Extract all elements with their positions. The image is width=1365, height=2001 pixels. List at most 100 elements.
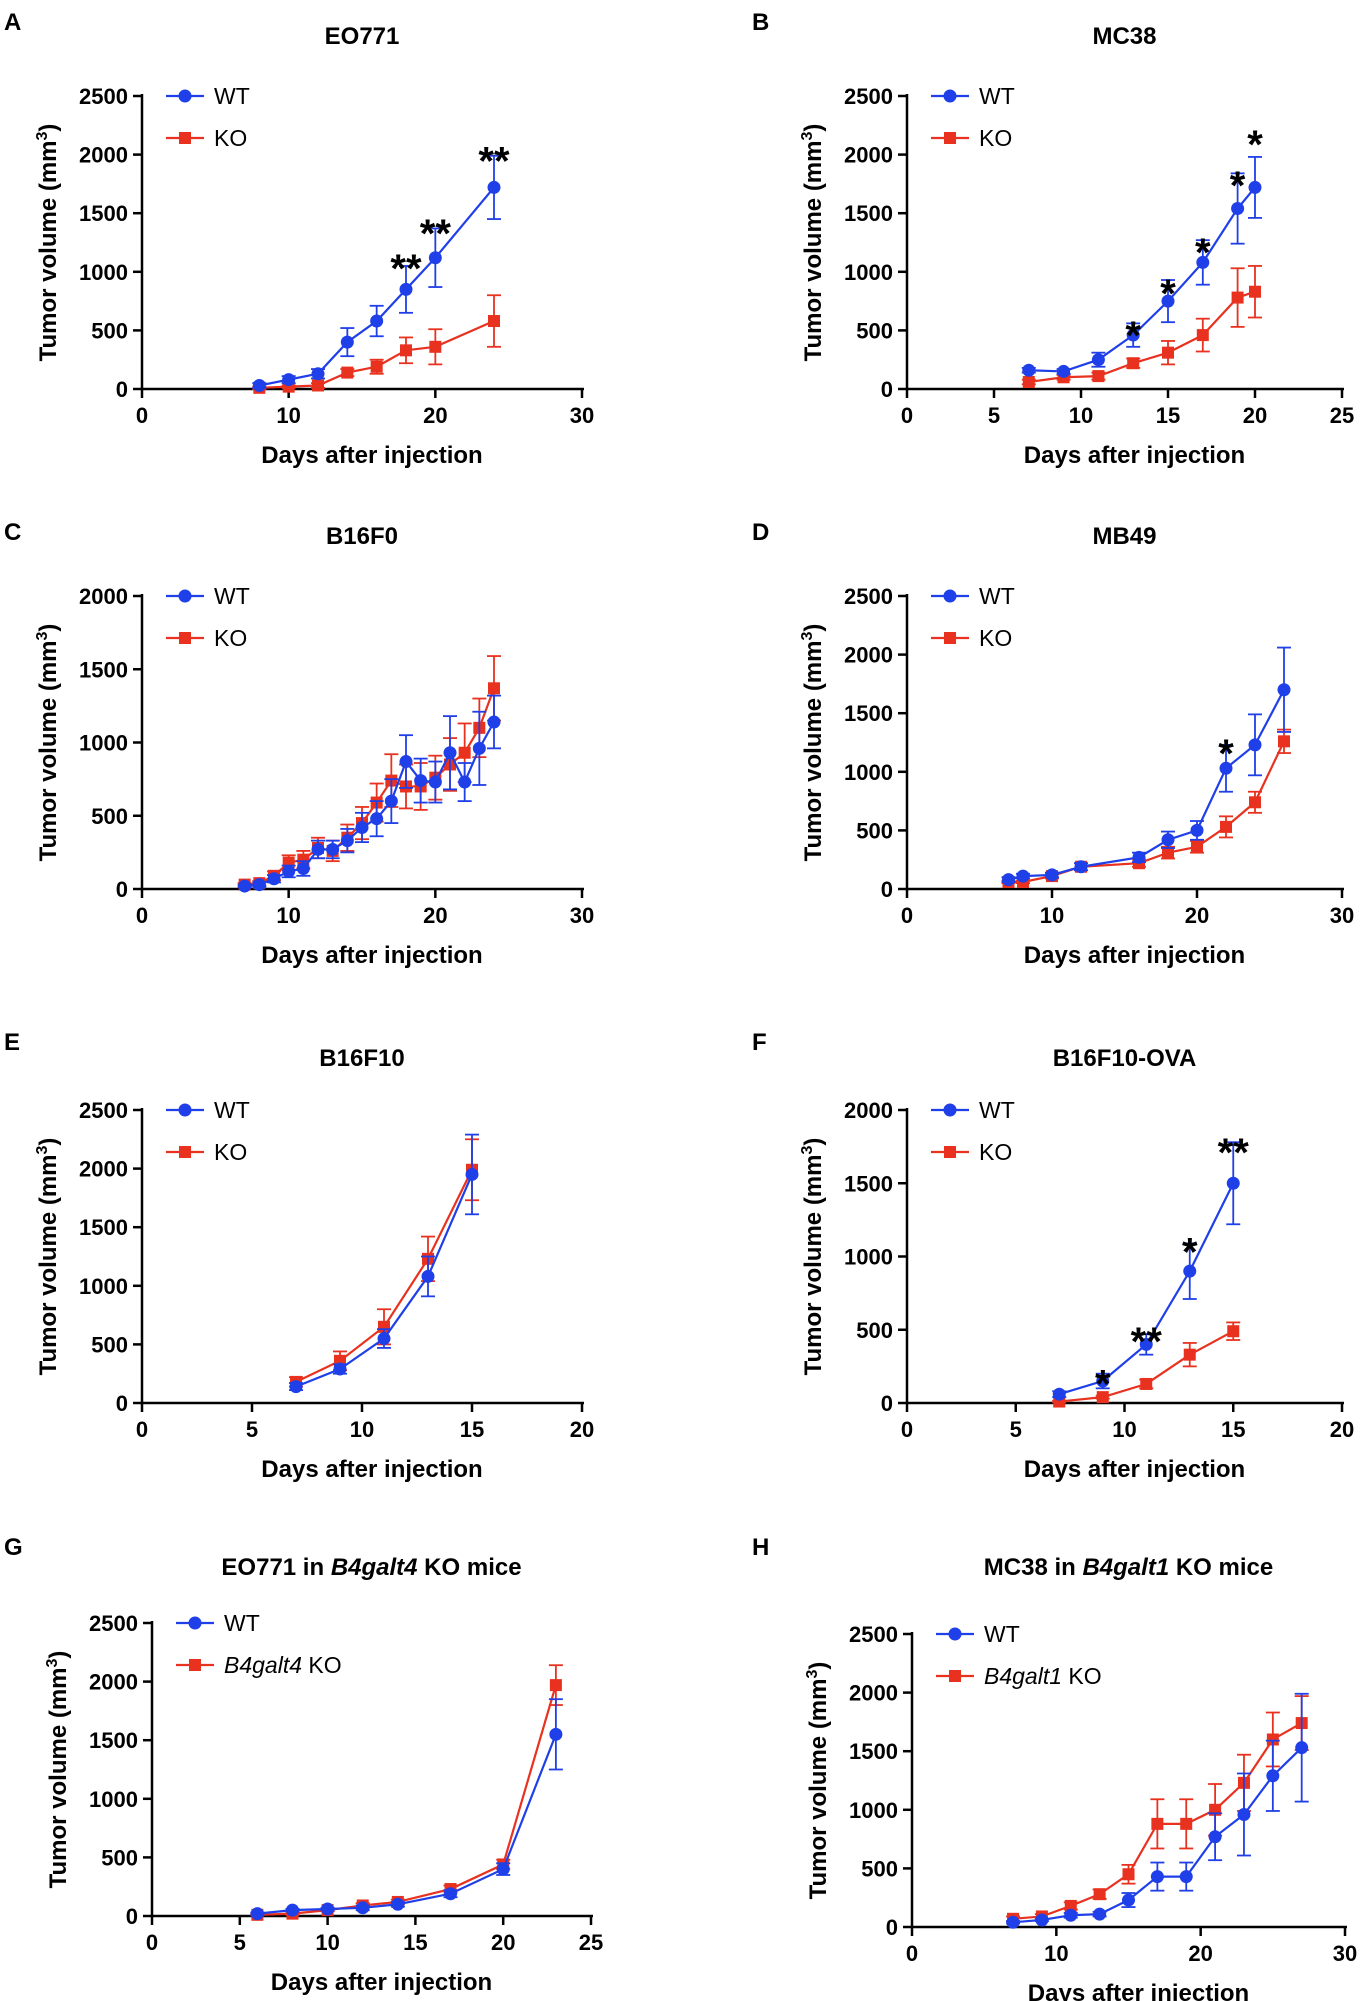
data-point-wt bbox=[1064, 1908, 1078, 1922]
panel-a: A EO771 0 10 20 30 0 500 1000 1500 2000 2500 Days af… bbox=[4, 9, 594, 469]
data-point-wt bbox=[384, 794, 398, 808]
data-point-wt bbox=[289, 1380, 303, 1394]
data-point-wt bbox=[399, 282, 413, 296]
y-tick-label: 0 bbox=[116, 377, 128, 402]
y-axis-label-superscript: 3 bbox=[44, 1658, 61, 1667]
legend: WT KO bbox=[931, 1097, 1015, 1165]
data-point-wt bbox=[285, 1903, 299, 1917]
data-point-ko bbox=[297, 853, 310, 866]
panel-b: B MC38 0 5 10 15 20 25 0 500 1000 1500 2000 2500 Days … bbox=[752, 9, 1354, 469]
legend-label: WT bbox=[979, 1097, 1015, 1123]
x-tick-label: 0 bbox=[136, 903, 148, 928]
legend: WT B4galt1 KO bbox=[936, 1621, 1102, 1689]
y-axis-label-text: ) bbox=[805, 1662, 832, 1670]
y-tick-label: 1500 bbox=[79, 657, 128, 682]
data-point-ko bbox=[1092, 370, 1105, 383]
data-point-wt bbox=[1057, 364, 1071, 378]
legend-label-text: WT bbox=[984, 1621, 1020, 1647]
y-axis-label-text: ) bbox=[35, 624, 62, 632]
data-point-ko bbox=[1140, 1377, 1153, 1390]
significance-mark: ** bbox=[1218, 1131, 1250, 1175]
data-point-wt bbox=[1139, 1337, 1153, 1351]
legend-label: WT bbox=[214, 1097, 250, 1123]
data-point-wt bbox=[458, 775, 472, 789]
series-line bbox=[244, 721, 495, 888]
y-tick-label: 1000 bbox=[89, 1787, 138, 1812]
x-tick-label: 20 bbox=[1330, 1417, 1354, 1442]
panel-letter: F bbox=[752, 1029, 767, 1056]
x-tick-label: 0 bbox=[901, 1417, 913, 1442]
legend-marker-ko bbox=[179, 1146, 191, 1158]
data-point-ko bbox=[458, 746, 471, 759]
data-point-wt bbox=[1295, 1741, 1309, 1755]
x-tick-label: 10 bbox=[315, 1930, 339, 1955]
x-tick-label: 20 bbox=[423, 903, 447, 928]
data-point-wt bbox=[549, 1727, 563, 1741]
x-tick-label: 20 bbox=[423, 403, 447, 428]
legend-marker-wt bbox=[943, 589, 957, 603]
data-point-wt bbox=[1016, 869, 1030, 883]
data-point-ko bbox=[1191, 840, 1203, 853]
data-point-wt bbox=[1052, 1387, 1066, 1401]
data-point-wt bbox=[1248, 180, 1262, 194]
data-point-ko bbox=[1227, 1325, 1240, 1338]
y-axis-label-superscript: 3 bbox=[34, 131, 51, 140]
legend-label: KO bbox=[214, 125, 247, 151]
data-point-ko bbox=[549, 1679, 562, 1692]
data-point-wt bbox=[1277, 683, 1291, 697]
data-point-ko bbox=[1093, 1888, 1106, 1901]
data-point-wt bbox=[252, 878, 266, 892]
y-tick-label: 500 bbox=[101, 1845, 138, 1870]
panel-letter: G bbox=[4, 1534, 23, 1561]
legend-label: WT bbox=[224, 1610, 260, 1636]
panel-letter: D bbox=[752, 519, 769, 546]
y-tick-label: 500 bbox=[861, 1856, 898, 1881]
data-point-wt bbox=[465, 1167, 479, 1181]
legend-label-text: WT bbox=[979, 1097, 1015, 1123]
x-axis-label: Days after injection bbox=[261, 442, 482, 469]
data-point-wt bbox=[282, 864, 296, 878]
x-tick-label: 30 bbox=[1333, 1941, 1357, 1966]
data-point-wt bbox=[1006, 1915, 1020, 1929]
y-tick-label: 2500 bbox=[844, 584, 893, 609]
legend-label-text: KO bbox=[1062, 1663, 1102, 1689]
y-tick-label: 500 bbox=[856, 1318, 893, 1343]
series-line bbox=[1028, 186, 1256, 373]
x-tick-label: 15 bbox=[1221, 1417, 1245, 1442]
data-point-ko bbox=[1180, 1817, 1193, 1830]
y-tick-label: 2000 bbox=[844, 1098, 893, 1123]
y-tick-label: 1000 bbox=[844, 760, 893, 785]
data-point-wt bbox=[1132, 850, 1146, 864]
y-axis-label-text: ) bbox=[800, 1138, 827, 1146]
legend: WT KO bbox=[166, 83, 250, 151]
data-point-wt bbox=[1126, 328, 1140, 342]
y-tick-label: 2000 bbox=[844, 143, 893, 168]
data-point-wt bbox=[252, 378, 266, 392]
legend-label-text: WT bbox=[224, 1610, 260, 1636]
data-point-wt bbox=[1248, 738, 1262, 752]
x-axis-label: Days after injection bbox=[1024, 1456, 1245, 1483]
y-axis-label: Tumor volume (mm3) bbox=[799, 1138, 827, 1376]
y-axis-label-text: Tumor volume (mm bbox=[35, 140, 62, 361]
y-tick-label: 2500 bbox=[79, 84, 128, 109]
x-axis-label: Days after injection bbox=[271, 1969, 492, 1996]
data-point-ko bbox=[1064, 1899, 1077, 1912]
data-point-wt bbox=[1226, 1176, 1240, 1190]
panel-title: MC38 bbox=[1092, 23, 1156, 50]
data-point-ko bbox=[312, 379, 324, 392]
y-tick-label: 1000 bbox=[844, 260, 893, 285]
data-point-wt bbox=[340, 834, 354, 848]
data-point-wt bbox=[238, 879, 252, 893]
data-point-wt bbox=[296, 861, 310, 875]
legend-label-text: KO bbox=[302, 1652, 342, 1678]
legend-label-text: WT bbox=[979, 583, 1015, 609]
x-axis-label: Days after injection bbox=[1024, 942, 1245, 969]
x-tick-label: 10 bbox=[1112, 1417, 1136, 1442]
legend-label-gene: B4galt1 bbox=[984, 1663, 1062, 1689]
series-line bbox=[257, 1733, 557, 1915]
data-point-wt bbox=[428, 775, 442, 789]
series-ko bbox=[289, 1138, 479, 1388]
significance-mark: * bbox=[1182, 1230, 1198, 1274]
y-tick-label: 0 bbox=[116, 877, 128, 902]
